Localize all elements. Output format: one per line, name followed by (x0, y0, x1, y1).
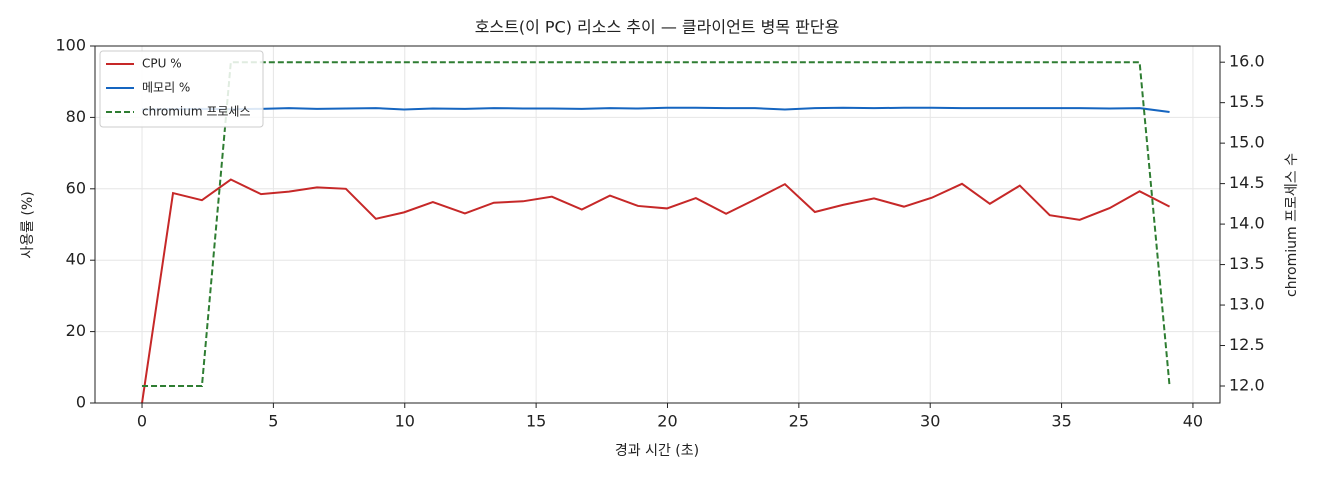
legend-label: CPU % (142, 57, 182, 71)
y2-tick-label: 12.5 (1229, 335, 1265, 354)
x-tick-label: 10 (395, 412, 415, 431)
x-tick-label: 0 (137, 412, 147, 431)
chart-title: 호스트(이 PC) 리소스 추이 — 클라이언트 병목 판단용 (475, 18, 840, 37)
x-tick-label: 25 (789, 412, 809, 431)
x-tick-label: 15 (526, 412, 546, 431)
y2-tick-label: 14.0 (1229, 214, 1265, 233)
y-tick-label: 0 (76, 393, 86, 412)
y-tick-label: 20 (66, 321, 86, 340)
y-tick-label: 100 (55, 36, 86, 55)
series-line (142, 61, 1171, 387)
y2-tick-label: 14.5 (1229, 173, 1265, 192)
plot-frame (94, 45, 1221, 404)
y2-tick-label: 12.0 (1229, 376, 1265, 395)
y-tick-label: 80 (66, 107, 86, 126)
x-tick-label: 40 (1183, 412, 1203, 431)
y-axis-label: 사용률 (%) (20, 191, 36, 258)
y2-tick-label: 16.0 (1229, 52, 1265, 71)
y2-tick-label: 13.5 (1229, 254, 1265, 273)
y2-tick-label: 15.0 (1229, 133, 1265, 152)
y2-tick-label: 15.5 (1229, 92, 1265, 111)
y2-tick-label: 13.0 (1229, 295, 1265, 314)
legend-label: chromium 프로세스 (142, 105, 251, 119)
legend: CPU % 메모리 % chromium 프로세스 (99, 50, 264, 128)
series-line (141, 178, 1171, 404)
series-line (142, 106, 1170, 114)
x-tick-label: 35 (1051, 412, 1071, 431)
x-tick-label: 30 (920, 412, 940, 431)
y2-axis-label: chromium 프로세스 수 (1284, 153, 1300, 297)
x-axis-label: 경과 시간 (초) (615, 443, 699, 459)
x-tick-label: 5 (268, 412, 278, 431)
legend-box (99, 50, 264, 128)
y-tick-label: 60 (66, 178, 86, 197)
legend-label: 메모리 % (142, 81, 190, 95)
x-tick-label: 20 (657, 412, 677, 431)
y-tick-label: 40 (66, 250, 86, 269)
